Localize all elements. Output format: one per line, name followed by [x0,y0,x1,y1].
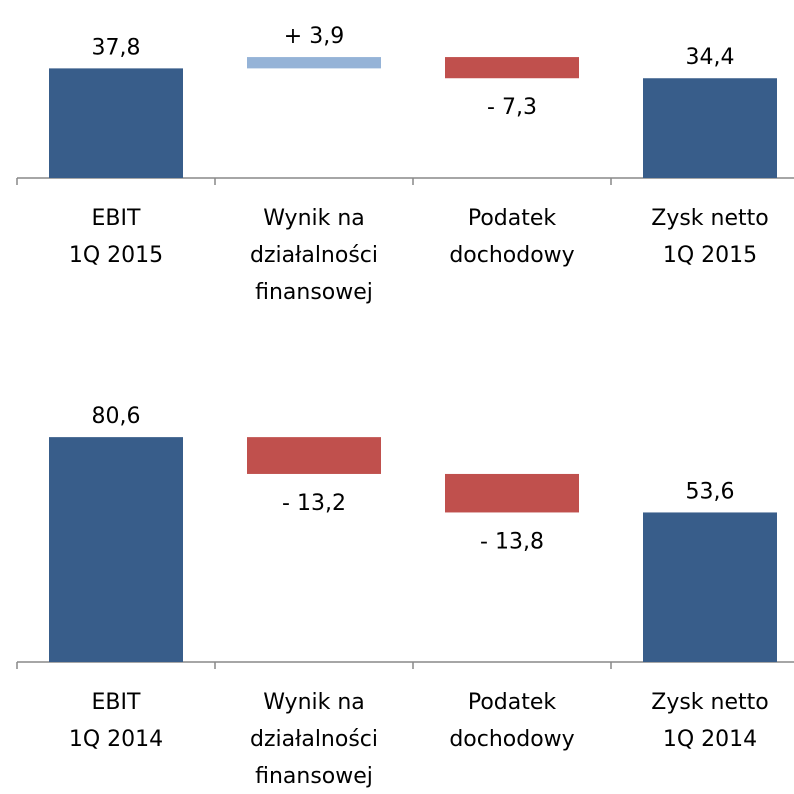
category-label: Zysk netto 1Q 2014 [651,690,768,752]
bar [49,437,183,662]
value-label: 53,6 [686,479,735,504]
category-label: EBIT 1Q 2014 [69,690,163,752]
bar [247,57,381,69]
bar [643,512,777,662]
value-label: 34,4 [686,45,735,70]
category-label: Zysk netto 1Q 2015 [651,206,768,268]
category-line: 1Q 2014 [663,727,757,752]
category-line: Wynik na [263,206,365,231]
category-label: Podatek dochodowy [449,690,574,752]
category-line: działalności [250,727,378,752]
value-label: 37,8 [92,35,141,60]
bar [643,78,777,178]
category-line: dochodowy [449,727,574,752]
bar [49,68,183,178]
category-line: Zysk netto [651,206,768,231]
value-label: + 3,9 [284,24,344,49]
category-label: Podatek dochodowy [449,206,574,268]
value-label: 80,6 [92,404,141,429]
category-line: Podatek [468,206,557,231]
value-label: - 13,8 [480,529,544,554]
category-line: finansowej [255,280,373,305]
category-label: Wynik na działalności finansowej [250,206,378,305]
category-line: EBIT [92,690,141,715]
category-line: EBIT [92,206,141,231]
category-line: działalności [250,243,378,268]
category-line: 1Q 2014 [69,727,163,752]
category-line: finansowej [255,764,373,789]
category-line: Wynik na [263,690,365,715]
category-line: Podatek [468,690,557,715]
bar [247,437,381,474]
category-line: Zysk netto [651,690,768,715]
category-line: dochodowy [449,243,574,268]
value-label: - 13,2 [282,491,346,516]
waterfall-chart: 37,8 EBIT 1Q 2015 + 3,9 Wynik na działalności… [16,24,794,305]
bar [445,57,579,79]
waterfall-chart: 80,6 EBIT 1Q 2014 - 13,2 Wynik na działalnośc… [16,404,794,789]
category-line: 1Q 2015 [69,243,163,268]
value-label: - 7,3 [487,95,537,120]
category-label: EBIT 1Q 2015 [69,206,163,268]
category-line: 1Q 2015 [663,243,757,268]
bar [445,473,579,513]
category-label: Wynik na działalności finansowej [250,690,378,789]
